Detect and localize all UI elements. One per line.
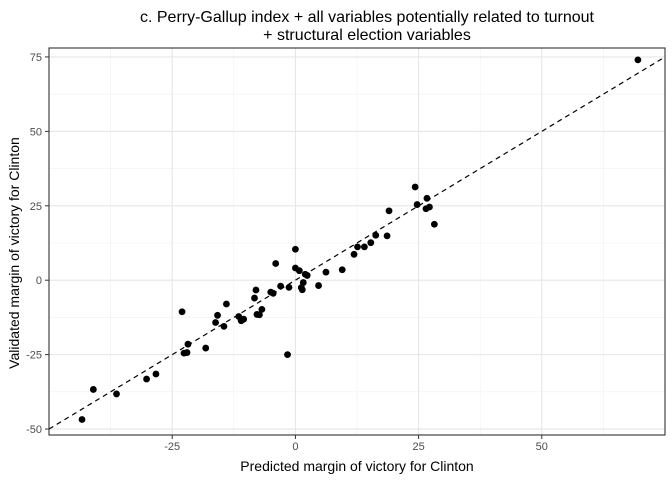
data-point xyxy=(214,311,221,319)
data-point xyxy=(178,308,186,316)
y-tick-label: 0 xyxy=(36,275,42,287)
data-point xyxy=(78,416,86,423)
panel-border xyxy=(48,47,666,436)
chart-title-line-2: + structural election variables xyxy=(263,27,471,44)
y-axis-title: Validated margin of victory for Clinton xyxy=(6,137,22,369)
data-point xyxy=(252,286,260,294)
y-tick-label: 50 xyxy=(30,126,42,138)
data-point xyxy=(89,386,97,393)
y-tick-label: -25 xyxy=(26,350,42,362)
data-point xyxy=(269,289,277,297)
reference-line xyxy=(48,56,666,430)
data-point xyxy=(295,267,303,275)
data-point xyxy=(350,250,358,258)
data-point xyxy=(338,266,346,274)
data-point xyxy=(423,194,431,202)
data-point xyxy=(143,375,150,383)
data-point xyxy=(152,370,160,378)
y-tick-label: -50 xyxy=(26,424,42,436)
x-axis-title: Predicted margin of victory for Clinton xyxy=(240,458,473,474)
x-tick-label: 50 xyxy=(536,441,548,453)
data-point xyxy=(372,231,380,239)
y-tick-label: 75 xyxy=(30,52,42,64)
data-point xyxy=(634,56,642,64)
x-tick-label: -25 xyxy=(164,441,180,453)
data-point xyxy=(184,340,192,348)
data-point xyxy=(113,390,120,398)
data-point xyxy=(220,322,228,330)
data-point xyxy=(426,203,433,211)
y-tick-label: 25 xyxy=(30,201,42,213)
data-point xyxy=(284,351,291,359)
data-point xyxy=(258,305,266,313)
data-point xyxy=(383,232,391,240)
data-point xyxy=(430,220,438,228)
data-point xyxy=(240,315,248,323)
data-point xyxy=(315,282,322,289)
data-point xyxy=(298,286,306,294)
data-point xyxy=(385,207,393,215)
data-point xyxy=(183,349,191,356)
data-point xyxy=(413,201,421,208)
data-point xyxy=(354,243,361,251)
x-tick-label: 25 xyxy=(412,441,424,453)
chart-title-line-1: c. Perry-Gallup index + all variables po… xyxy=(140,9,595,26)
data-point xyxy=(202,344,210,352)
data-point xyxy=(360,243,368,251)
data-point xyxy=(251,294,258,302)
x-tick-label: 0 xyxy=(292,441,298,453)
data-point xyxy=(212,319,219,326)
data-point xyxy=(272,260,280,267)
data-point xyxy=(277,282,285,290)
data-point xyxy=(299,279,307,286)
data-point xyxy=(322,268,330,276)
data-point xyxy=(223,300,230,308)
data-point xyxy=(285,283,293,291)
data-point xyxy=(367,239,375,247)
data-point xyxy=(411,183,419,191)
data-point xyxy=(256,311,263,319)
plot-panel: -25 0 25 50 -50 -25 0 25 50 75 xyxy=(26,47,666,453)
data-point xyxy=(292,245,299,253)
data-point xyxy=(303,272,311,279)
